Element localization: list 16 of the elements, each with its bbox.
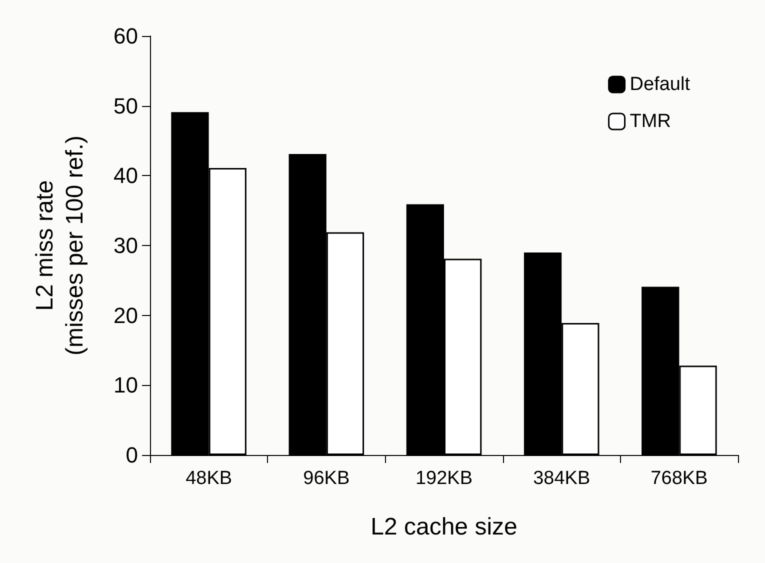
y-tick-label: 50 (114, 93, 138, 118)
y-tick-label: 20 (114, 302, 138, 328)
y-tick-label: 40 (114, 163, 138, 188)
x-axis-title: L2 cache size (370, 514, 518, 540)
y-tick-label: 10 (114, 372, 138, 398)
x-tick-label: 192KB (415, 468, 473, 489)
legend-label: TMR (630, 111, 671, 132)
legend-label: Default (630, 74, 691, 95)
x-tick-label: 96KB (303, 468, 350, 489)
x-tick-label: 384KB (533, 468, 590, 489)
y-tick-label: 0 (126, 442, 138, 468)
y-tick-label: 60 (114, 24, 138, 48)
x-tick-label: 768KB (650, 468, 708, 489)
x-tick-label: 48KB (186, 468, 232, 489)
y-axis-title: L2 miss rate (misses per 100 ref.) (32, 135, 88, 356)
y-tick-label: 30 (114, 233, 138, 258)
